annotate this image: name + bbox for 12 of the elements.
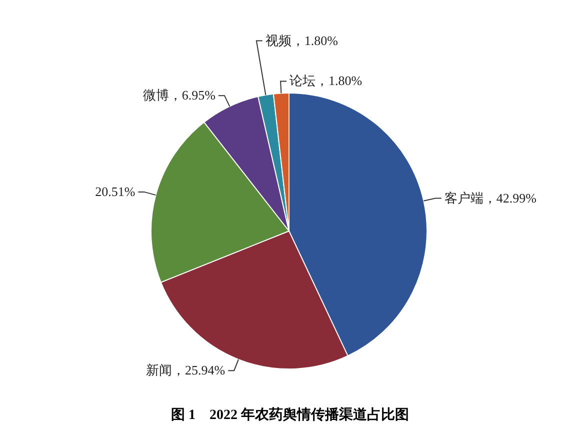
slice-label: 视频: [265, 32, 292, 48]
data-label: ，25.94%: [172, 362, 226, 378]
slice-label: 新闻: [146, 362, 172, 378]
data-label: 20.51%: [95, 184, 136, 199]
data-label: ，42.99%: [483, 190, 537, 206]
slice-label: 微博: [142, 88, 169, 103]
data-label: ，1.80%: [316, 73, 362, 88]
data-label: ，6.95%: [168, 88, 216, 103]
slice-label: 客户端: [444, 190, 484, 206]
slice-label: 论坛: [290, 73, 316, 88]
data-label: ，1.80%: [291, 32, 338, 48]
text: 图 1 2022 年农药舆情传播渠道占比图: [170, 406, 410, 424]
